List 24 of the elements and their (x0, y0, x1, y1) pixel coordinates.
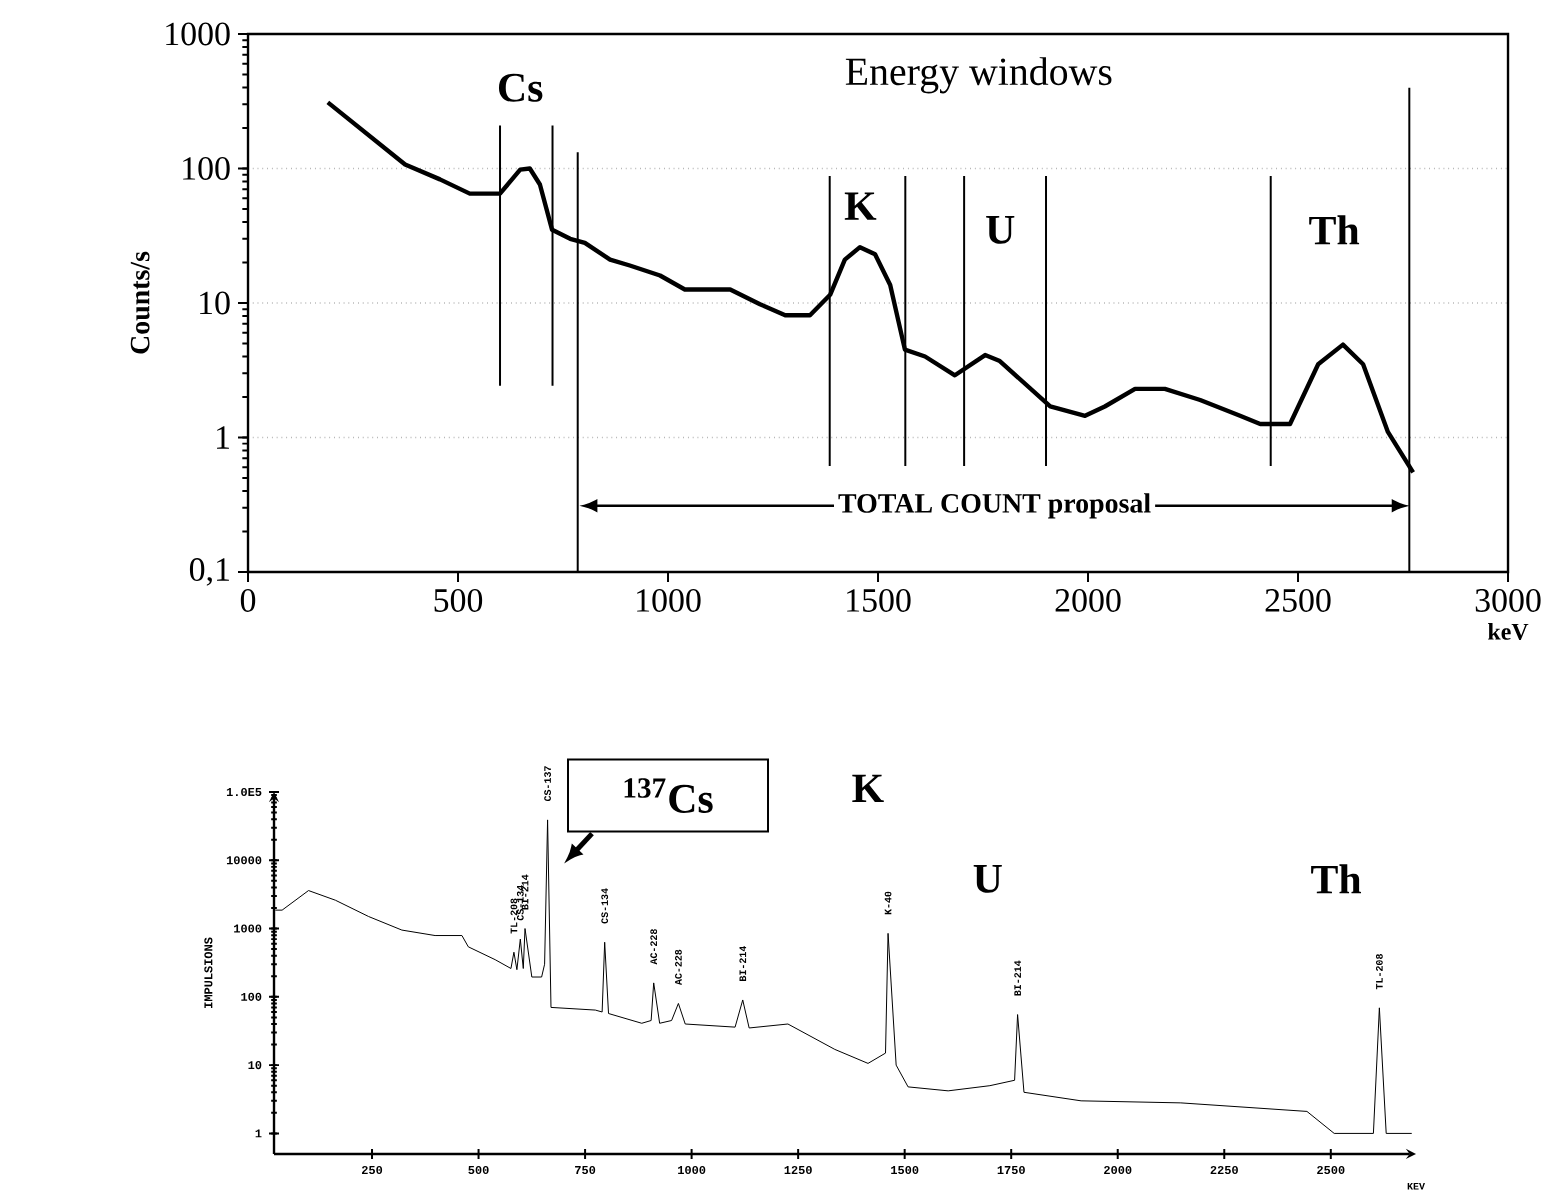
y-axis-title: Counts/s (130, 251, 150, 354)
x-tick-label: 2500 (1265, 589, 1331, 612)
x-tick-label: 1000 (637, 589, 701, 612)
y-tick-label: 10 (200, 291, 230, 315)
x-tick-label: 3000 (1475, 589, 1541, 612)
annotation: Cs (498, 73, 543, 102)
y-tick-label: 1 (217, 426, 229, 449)
y-tick-label: 0,1 (189, 558, 229, 586)
y-tick-label: 1000 (166, 22, 230, 46)
x-axis-title: keV (1488, 623, 1529, 640)
annotation: U (973, 864, 1002, 893)
x-tick-label: 1500 (847, 589, 911, 612)
annotation: K (852, 774, 884, 803)
annotation: $^{137}$Cs (624, 778, 713, 813)
annotation: U (986, 215, 1015, 244)
x-tick-label: 0 (240, 589, 256, 612)
x-tick-label: 2000 (1055, 589, 1121, 612)
y-tick-label: 100 (183, 157, 230, 180)
annotation: Th (1309, 215, 1360, 245)
annotation: K (844, 192, 877, 220)
x-tick-label: 500 (434, 589, 483, 612)
text: Energy windows (845, 57, 1112, 94)
annotation: Th (1311, 864, 1362, 894)
annotation: TOTAL COUNT proposal (838, 493, 1151, 519)
